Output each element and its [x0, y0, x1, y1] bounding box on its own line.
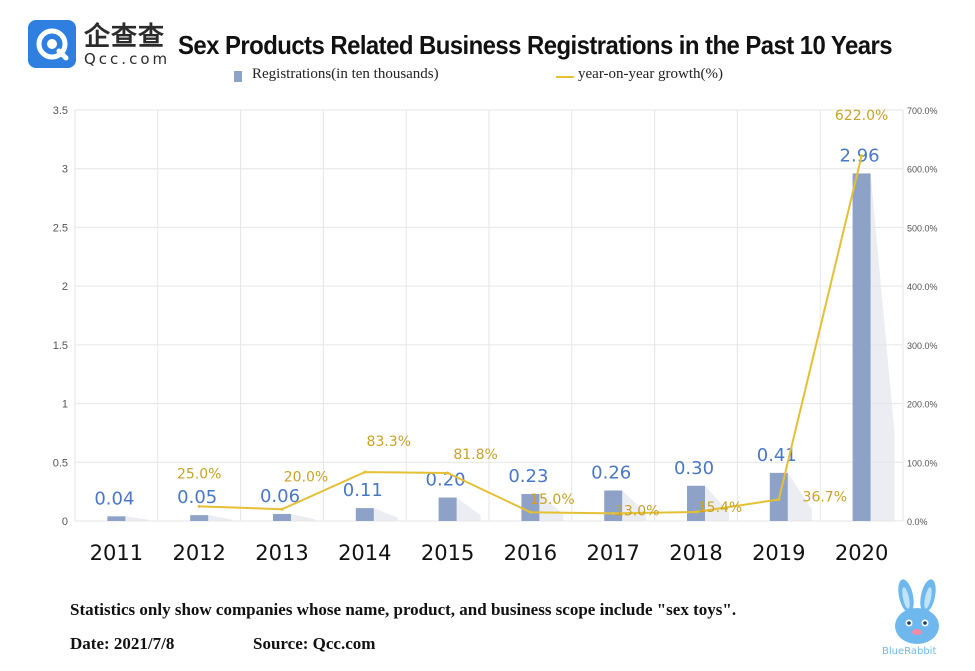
bar-value-label: 0.04 — [94, 488, 134, 509]
bar — [852, 173, 871, 521]
x-tick-label: 2012 — [172, 541, 225, 565]
mascot-text: BlueRabbit — [882, 646, 937, 657]
growth-point — [363, 470, 367, 474]
x-tick-label: 2018 — [669, 541, 722, 565]
growth-value-label: 15.4% — [698, 500, 742, 516]
chart-title: Sex Products Related Business Registrati… — [178, 30, 893, 60]
growth-point — [611, 511, 615, 515]
bar-value-label: 0.26 — [591, 462, 631, 483]
date-label: Date: 2021/7/8 — [70, 634, 175, 653]
growth-point — [528, 510, 532, 514]
y-right-tick-label: 300.0% — [907, 341, 938, 351]
y-left-tick-label: 3.5 — [53, 105, 68, 117]
bar — [355, 508, 374, 521]
bar — [190, 515, 209, 521]
growth-point — [446, 471, 450, 475]
bar-shadow — [870, 173, 895, 521]
bar — [438, 497, 457, 521]
growth-value-label: 83.3% — [367, 434, 411, 450]
bar-shadow — [456, 497, 481, 521]
bar-value-label: 0.41 — [757, 445, 797, 466]
blue-rabbit-mascot: BlueRabbit — [878, 578, 958, 662]
y-right-tick-label: 400.0% — [907, 282, 938, 292]
growth-value-label: 622.0% — [835, 108, 888, 124]
bar — [107, 516, 126, 521]
x-tick-label: 2014 — [338, 541, 391, 565]
legend-bar-swatch — [234, 71, 242, 82]
x-tick-label: 2019 — [752, 541, 805, 565]
bar-value-label: 0.11 — [343, 480, 383, 501]
y-right-tick-label: 200.0% — [907, 400, 938, 410]
y-left-tick-label: 2.5 — [53, 222, 68, 234]
growth-point — [280, 507, 284, 511]
x-tick-label: 2015 — [421, 541, 474, 565]
bar-value-label: 2.96 — [840, 145, 880, 166]
qcc-logo: 企查查 Qcc.com — [28, 16, 178, 72]
x-tick-label: 2011 — [90, 541, 143, 565]
y-right-tick-label: 500.0% — [907, 223, 938, 233]
growth-point — [694, 510, 698, 514]
y-left-tick-label: 1.5 — [53, 340, 68, 352]
bar-shadow — [787, 472, 812, 521]
bar-value-label: 0.06 — [260, 486, 300, 507]
bar-shadow — [208, 515, 233, 521]
x-tick-label: 2020 — [835, 541, 888, 565]
y-right-tick-label: 600.0% — [907, 165, 938, 175]
x-tick-label: 2016 — [504, 541, 557, 565]
bar — [273, 513, 291, 521]
qcc-logo-icon — [28, 20, 76, 68]
x-tick-label: 2017 — [586, 541, 639, 565]
footnote: Statistics only show companies whose nam… — [70, 600, 737, 619]
chart-legend: Registrations(in ten thousands) year-on-… — [0, 66, 975, 88]
bar-shadow — [539, 493, 564, 521]
growth-point — [197, 504, 201, 508]
bar-value-label: 0.30 — [674, 458, 714, 479]
y-left-tick-label: 0.5 — [53, 457, 68, 469]
logo-english-text: Qcc.com — [84, 50, 171, 68]
y-right-tick-label: 100.0% — [907, 458, 938, 468]
growth-point — [860, 154, 864, 158]
growth-point — [777, 497, 781, 501]
logo-chinese-text: 企查查 — [84, 22, 166, 52]
growth-value-label: 81.8% — [453, 447, 497, 463]
legend-line-swatch — [556, 76, 574, 78]
bar-value-label: 0.23 — [508, 466, 548, 487]
growth-value-label: 36.7% — [803, 489, 847, 505]
growth-value-label: 25.0% — [177, 466, 221, 482]
x-tick-label: 2013 — [255, 541, 308, 565]
y-right-tick-label: 700.0% — [907, 106, 938, 116]
bar-value-label: 0.05 — [177, 487, 217, 508]
growth-value-label: 13.0% — [615, 503, 659, 519]
bar — [521, 493, 540, 521]
y-left-tick-label: 0 — [62, 516, 68, 528]
y-left-tick-label: 2 — [62, 281, 68, 293]
bar-shadow — [291, 513, 315, 521]
bar-shadow — [705, 485, 729, 521]
legend-line-label: year-on-year growth(%) — [578, 66, 724, 82]
source-label: Source: Qcc.com — [253, 634, 376, 653]
bar-shadow — [373, 508, 398, 521]
bar-shadow — [125, 516, 150, 521]
growth-value-label: 15.0% — [530, 492, 574, 508]
y-left-tick-label: 3 — [62, 164, 68, 176]
bar-value-label: 0.20 — [426, 470, 466, 491]
growth-value-label: 20.0% — [284, 469, 328, 485]
legend-bar-label: Registrations(in ten thousands) — [252, 66, 439, 82]
y-left-tick-label: 1 — [62, 399, 68, 411]
y-right-tick-label: 0.0% — [907, 517, 928, 527]
